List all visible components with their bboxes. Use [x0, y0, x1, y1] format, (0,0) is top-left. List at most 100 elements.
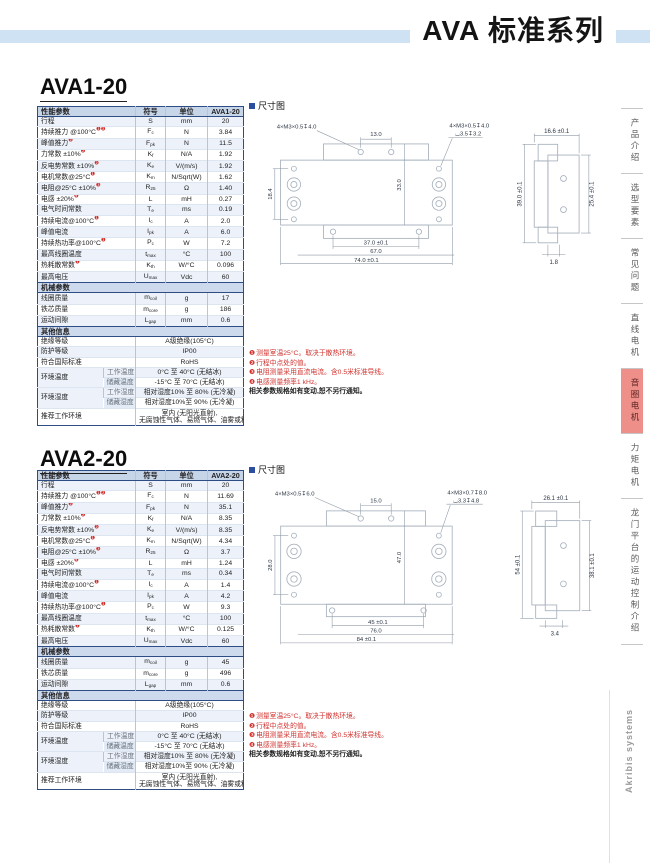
value-cell: 1.92: [207, 148, 244, 161]
other-section-label: 其他信息: [37, 326, 244, 338]
symbol-header-label: 符号: [135, 470, 166, 482]
dim-heading-ava1: 尺寸图: [249, 99, 285, 112]
table-row: 环境湿度 工作湿度 相对湿度10% 至 80% (无冷凝): [37, 751, 244, 773]
table-row: 运动间隙 Lgap mm 0.6: [37, 314, 244, 327]
sidebar-tab-4[interactable]: 音圈电机: [621, 368, 643, 433]
sidebar-tab-2[interactable]: 常见问题: [621, 238, 643, 303]
other-value-cell: -15°C 至 70°C (无结冰): [135, 377, 244, 388]
symbol-cell: L: [135, 193, 166, 205]
bullet-square-icon: [249, 467, 255, 473]
value-cell: 0.096: [207, 259, 244, 272]
dim-label: 45 ±0.1: [368, 620, 388, 626]
mech-section-label: 机械参数: [37, 646, 244, 658]
notes-ava2: ❶测量室温25°C。取决于散热环境。 ❷行程中点处的值。 ❸电阻测量采用直流电流。含…: [249, 712, 509, 760]
other-sublabel-cell: 工作温度: [102, 730, 136, 742]
table-row: 防护等级 IP00: [37, 346, 244, 358]
symbol-cell: L: [135, 557, 166, 569]
param-cell: 峰值电流: [37, 590, 136, 602]
note-ref: ❶❷: [95, 126, 106, 133]
edge-rule: [609, 690, 610, 863]
note-line: ❸电阻测量采用直流电流。含0.5米标准导线。: [249, 369, 388, 377]
other-section-row: 其他信息: [37, 690, 244, 702]
sidebar-tab-3[interactable]: 直线电机: [621, 303, 643, 368]
symbol-subscript: c: [151, 241, 154, 247]
param-cell: 电感 ±20%❹: [37, 557, 136, 569]
dim-label: 28.0: [268, 559, 274, 571]
unit-cell: Ω: [165, 546, 208, 559]
value-cell: 11.69: [207, 490, 244, 503]
value-cell: 6.0: [207, 226, 244, 238]
symbol-subscript: max: [148, 639, 158, 645]
table-row: 电气时间常数 Te ms 0.34: [37, 567, 244, 580]
dim-label: 16.6 ±0.1: [544, 129, 570, 135]
note-line: ❹电感测量频率1 kHz。: [249, 741, 322, 749]
value-cell: 1.4: [207, 579, 244, 591]
other-value-cell: 0°C 至 40°C (无结冰): [135, 366, 244, 378]
value-cell: 11.5: [207, 137, 244, 150]
dim-label: 4×M3×0.5↧6.0: [275, 491, 315, 498]
unit-cell: mm: [165, 314, 208, 327]
other-label-cell: 绝缘等级: [37, 336, 136, 347]
symbol-cell: Ic: [135, 215, 166, 227]
symbol-cell: Km: [135, 535, 166, 547]
mech-section-label: 机械参数: [37, 282, 244, 294]
unit-cell: V/(m/s): [165, 524, 208, 536]
other-value-cell: 0°C 至 40°C (无结冰): [135, 730, 244, 742]
table-row: 环境温度 工作温度 0°C 至 40°C (无结冰): [37, 366, 244, 388]
spec-header-row: 性能参数 符号 单位 AVA2-20: [37, 470, 244, 482]
other-sublabel-cell: 储藏湿度: [103, 397, 136, 409]
model-title-ava2: AVA2-20: [40, 446, 128, 474]
note-ref: ❶: [100, 237, 106, 244]
param-cell: 电感 ±20%❹: [37, 193, 136, 205]
table-row: 最高电压 Umax Vdc 60: [37, 635, 244, 647]
value-cell: 45: [207, 656, 244, 669]
symbol-cell: Kf: [135, 512, 166, 525]
symbol-cell: Kth: [135, 259, 166, 272]
other-value-cell: A级绝缘(105°C): [135, 700, 244, 711]
note-number: ❹: [249, 741, 256, 749]
value-cell: 4.2: [207, 590, 244, 602]
table-row: 符合国际标准 RoHS: [37, 720, 244, 732]
table-row: 运动间隙 Lgap mm 0.6: [37, 678, 244, 691]
table-row: 防护等级 IP00: [37, 710, 244, 722]
param-cell: 反电势常数 ±10%❷: [37, 160, 136, 172]
note-number: ❷: [249, 359, 256, 367]
other-label-cell: 符合国际标准: [37, 720, 136, 732]
notes-footer: 相关参数规格如有变动,恕不另行通知。: [249, 751, 367, 759]
unit-cell: A: [165, 215, 208, 227]
param-cell: 电气时间常数: [37, 567, 136, 580]
param-cell: 峰值推力❷: [37, 501, 136, 514]
sidebar-tab-1[interactable]: 选型要素: [621, 173, 643, 238]
table-row: 储藏湿度 相对湿度10%至 90% (无冷凝): [38, 397, 244, 409]
symbol-subscript: 25: [150, 186, 156, 192]
param-cell: 铁芯质量: [37, 303, 136, 316]
sidebar-tab-0[interactable]: 产品介绍: [621, 108, 643, 173]
note-ref: ❸: [95, 182, 101, 189]
unit-cell: Vdc: [165, 271, 208, 283]
other-value-cell: IP00: [135, 710, 244, 722]
symbol-cell: Ke: [135, 160, 166, 172]
symbol-subscript: pk: [149, 594, 154, 600]
param-cell: 运动间隙: [37, 314, 136, 327]
other-value-cell: RoHS: [135, 720, 244, 732]
other-label-cell: 防护等级: [37, 710, 136, 722]
sidebar-tab-5[interactable]: 力矩电机: [621, 433, 643, 498]
table-row: 电阻@25°C ±10%❸ R25 Ω 3.7: [37, 546, 244, 559]
param-cell: 电阻@25°C ±10%❸: [37, 546, 136, 559]
mech-section-row: 机械参数: [37, 646, 244, 658]
other-sublabel-cell: 工作温度: [102, 366, 136, 378]
sidebar-tab-6[interactable]: 龙门平台的运动控制介绍: [621, 498, 643, 645]
dim-label: 67.0: [370, 249, 382, 255]
dim-label: 47.0: [397, 551, 403, 563]
other-label-cell: 防护等级: [37, 346, 136, 358]
dim-label: 4×M3×0.5↧4.0: [277, 124, 317, 131]
table-row: 热耗散常数❶ Kth W/°C 0.125: [37, 623, 244, 636]
note-ref: ❷: [94, 160, 99, 167]
series-title: AVA 标准系列: [410, 12, 616, 50]
table-row: 最高线圈温度 tmax °C 100: [37, 612, 244, 625]
table-row: 绝缘等级 A级绝缘(105°C): [37, 700, 244, 711]
note-number: ❶: [249, 350, 256, 357]
table-row: 环境湿度 工作湿度 相对湿度10% 至 80% (无冷凝): [37, 387, 244, 409]
